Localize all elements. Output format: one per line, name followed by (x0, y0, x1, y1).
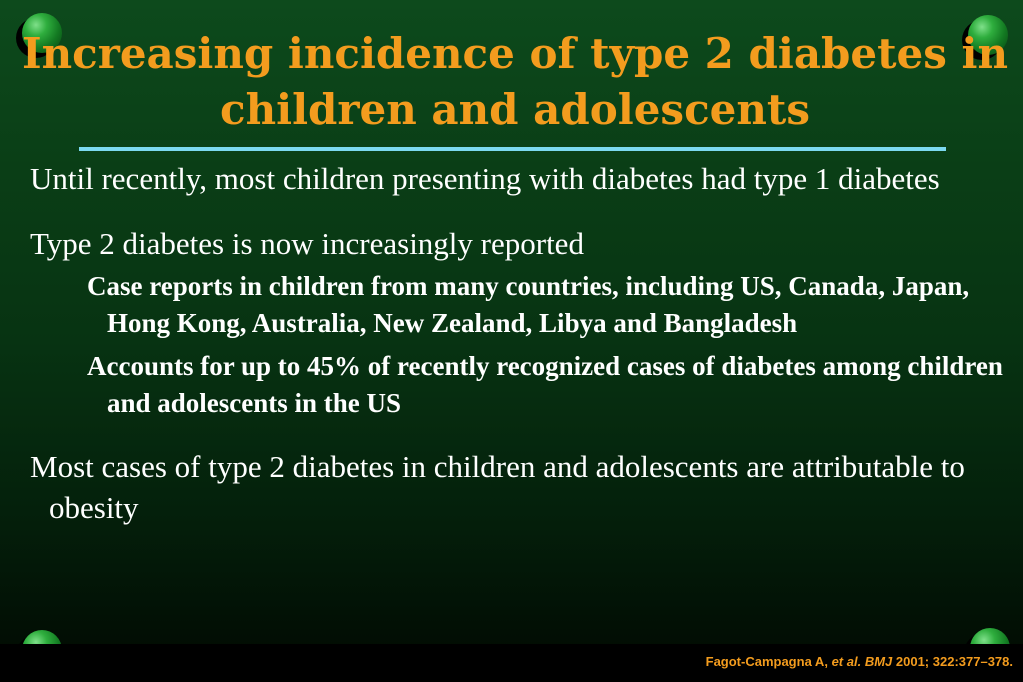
slide-body: Until recently, most children presenting… (30, 158, 1005, 528)
bullet-3: Most cases of type 2 diabetes in childre… (30, 449, 965, 525)
citation-ref: 2001; 322:377–378. (895, 654, 1013, 669)
title-divider (79, 147, 946, 151)
bullet-1: Until recently, most children presenting… (30, 161, 940, 196)
green-sphere-icon (962, 15, 1008, 60)
green-sphere-icon (16, 13, 62, 58)
citation-journal: BMJ (864, 654, 893, 669)
citation: Fagot-Campagna A, et al. BMJ 2001; 322:3… (706, 654, 1013, 670)
bullet-2: Type 2 diabetes is now increasingly repo… (30, 226, 584, 261)
subbullet-2-1: Case reports in children from many count… (87, 271, 970, 338)
slide-title: Increasing incidence of type 2 diabetes … (21, 29, 1009, 134)
citation-etal: et al. (831, 654, 862, 669)
citation-authors: Fagot-Campagna A, (705, 654, 828, 669)
subbullet-2-2: Accounts for up to 45% of recently recog… (87, 351, 1003, 418)
footer-band (0, 644, 1023, 682)
